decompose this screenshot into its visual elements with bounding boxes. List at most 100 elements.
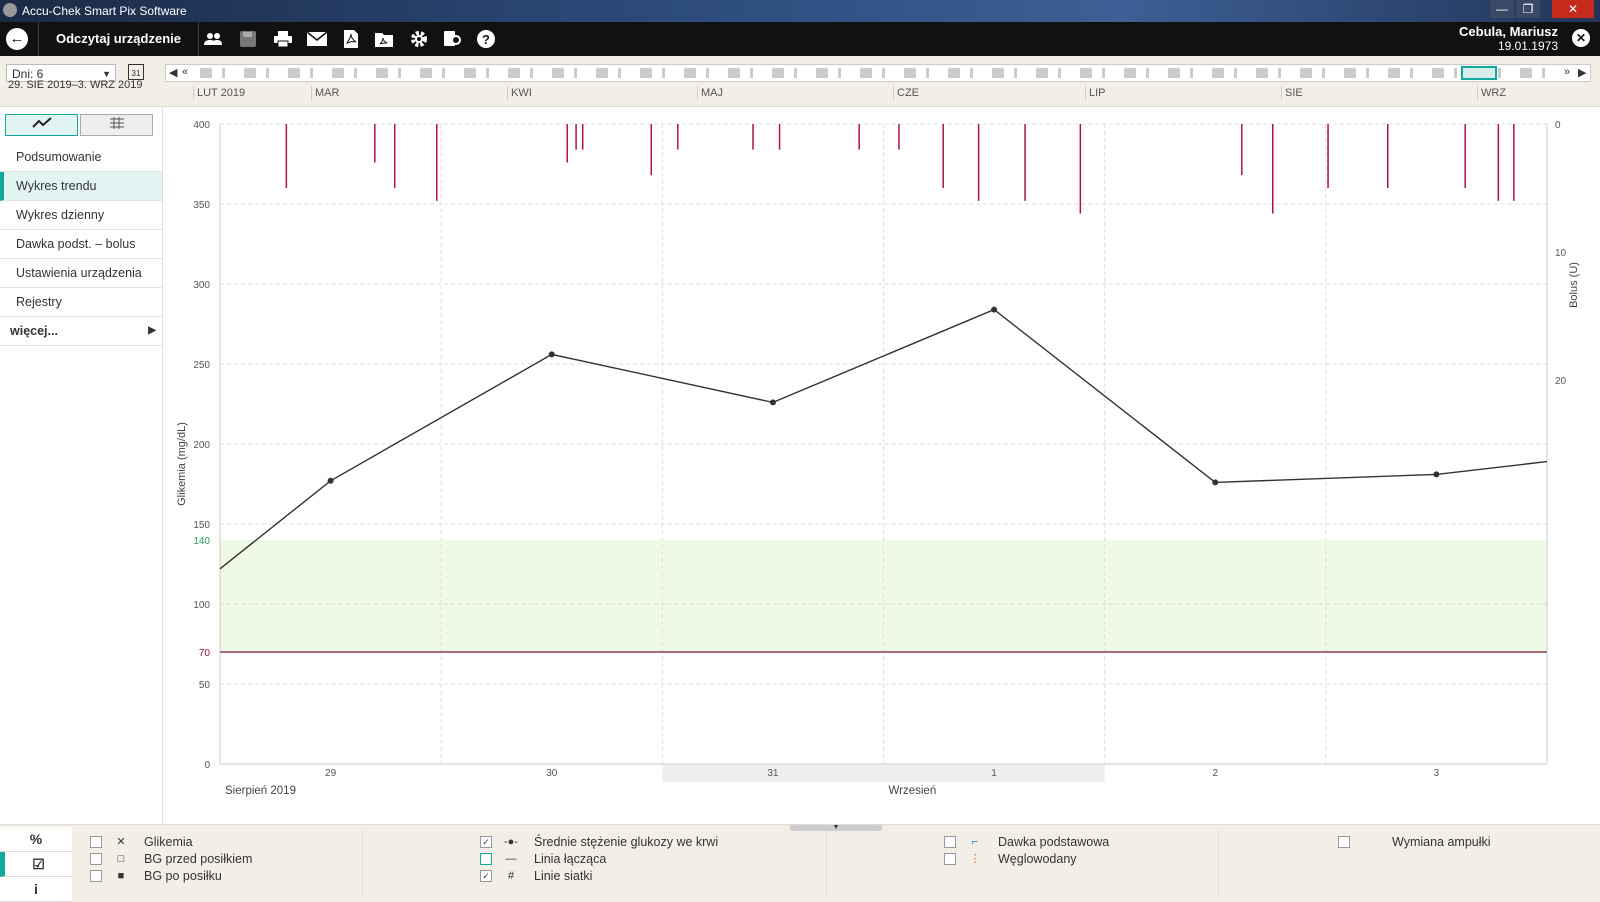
sidebar-item-trend-chart[interactable]: Wykres trendu (0, 172, 162, 201)
settings-gear-icon[interactable] (408, 28, 430, 50)
timeline-prev-icon[interactable]: ◀ (169, 67, 178, 79)
timeline-tick (1080, 68, 1092, 78)
timeline-tick (398, 68, 401, 78)
timeline-tick (464, 68, 476, 78)
legend-checkbox-checked[interactable]: ✓ (480, 870, 492, 882)
legend-checkbox[interactable] (90, 853, 102, 865)
timeline-tick (1058, 68, 1061, 78)
minimize-button[interactable]: — (1490, 0, 1514, 18)
y-tick-label: 100 (193, 600, 210, 611)
device-settings-icon[interactable] (441, 28, 463, 50)
timeline-tick (1322, 68, 1325, 78)
legend-label: Linia łącząca (534, 852, 607, 866)
days-select[interactable]: Dni: 6 ▼ (6, 64, 116, 82)
y2-tick-label: 0 (1555, 120, 1561, 131)
timeline-tick (904, 68, 916, 78)
timeline-scrollbar[interactable]: ◀ « » ▶ (165, 64, 1591, 82)
timeline-tick (1498, 68, 1501, 78)
table-view-button[interactable] (80, 114, 153, 136)
timeline-month-label: WRZ (1477, 86, 1506, 100)
legend-checkbox[interactable] (90, 836, 102, 848)
carbs-marker-icon: ⋮ (969, 853, 981, 865)
legend-checkbox-checked[interactable]: ✓ (480, 836, 492, 848)
timeline-tick (728, 68, 740, 78)
calendar-icon[interactable]: 31 (128, 64, 144, 80)
legend-label: BG przed posiłkiem (144, 852, 253, 866)
timeline-month-label: LIP (1085, 86, 1106, 100)
x-month-label: Sierpień 2019 (225, 785, 296, 797)
sidebar-item-summary[interactable]: Podsumowanie (0, 143, 162, 172)
sidebar-item-basal-bolus[interactable]: Dawka podst. – bolus (0, 230, 162, 259)
timeline-tick (552, 68, 564, 78)
more-label: więcej... (10, 324, 58, 338)
sidebar-item-more[interactable]: więcej... ▶ (0, 317, 162, 346)
timeline-next-icon[interactable]: ▶ (1578, 67, 1587, 79)
app-icon (3, 3, 17, 17)
legend-checkbox-checked[interactable] (480, 853, 492, 865)
save-icon[interactable] (237, 28, 259, 50)
legend-checkbox[interactable] (944, 836, 956, 848)
timeline-tick (1234, 68, 1237, 78)
timeline-tick (838, 68, 841, 78)
close-patient-icon[interactable]: ✕ (1572, 29, 1590, 47)
timeline-tick (1432, 68, 1444, 78)
timeline-tick (244, 68, 256, 78)
sidebar-item-device-settings[interactable]: Ustawienia urządzenia (0, 259, 162, 288)
sidebar-nav: Podsumowanie Wykres trendu Wykres dzienn… (0, 143, 162, 346)
timeline-tick (222, 68, 225, 78)
legend-checkbox[interactable] (1338, 836, 1350, 848)
timeline-tick (596, 68, 608, 78)
timeline-tick (1520, 68, 1532, 78)
timeline-tick (266, 68, 269, 78)
y-tick-label: 50 (199, 680, 211, 691)
email-icon[interactable] (306, 28, 328, 50)
y2-axis-label: Bolus (U) (1568, 262, 1580, 308)
square-outline-marker-icon: □ (117, 853, 125, 865)
sidebar-item-daily-chart[interactable]: Wykres dzienny (0, 201, 162, 230)
timeline-tick (992, 68, 1004, 78)
y-tick-label: 0 (204, 760, 210, 771)
legend-checkbox[interactable] (944, 853, 956, 865)
pdf-folder-icon[interactable] (373, 28, 395, 50)
help-icon[interactable]: ? (475, 28, 497, 50)
print-icon[interactable] (272, 28, 294, 50)
y-tick-label: 350 (193, 200, 210, 211)
window-titlebar: Accu-Chek Smart Pix Software — ❐ ✕ (0, 0, 1600, 22)
legend-checkbox[interactable] (90, 870, 102, 882)
timeline-tick (420, 68, 432, 78)
read-device-button[interactable]: Odczytaj urządzenie (56, 31, 181, 46)
timeline-tick (1212, 68, 1224, 78)
timeline-month-label: LUT 2019 (193, 86, 245, 100)
chevron-right-icon: ▶ (148, 325, 156, 336)
legend-collapse-handle[interactable]: ▼ (790, 824, 882, 831)
close-window-button[interactable]: ✕ (1552, 0, 1594, 18)
svg-text:?: ? (482, 32, 490, 47)
timeline-tick (618, 68, 621, 78)
sidebar-item-logs[interactable]: Rejestry (0, 288, 162, 317)
timeline-tick (640, 68, 652, 78)
timeline-fast-forward-icon[interactable]: » (1564, 66, 1571, 78)
x-tick-label: 1 (991, 768, 997, 779)
y-tick-label: 400 (193, 120, 210, 131)
timeline-fast-back-icon[interactable]: « (182, 66, 189, 78)
timeline-tick (1344, 68, 1356, 78)
timeline-window-handle[interactable] (1461, 66, 1497, 80)
maximize-button[interactable]: ❐ (1516, 0, 1540, 18)
timeline-tick (1300, 68, 1312, 78)
timeline-tick (1410, 68, 1413, 78)
legend-tab-info[interactable]: i (0, 877, 72, 902)
timeline-tick (662, 68, 665, 78)
patients-icon[interactable] (202, 28, 224, 50)
timeline-tick (970, 68, 973, 78)
x-tick-label: 31 (767, 768, 779, 779)
back-arrow-icon[interactable]: ← (6, 28, 28, 50)
x-tick-label: 2 (1212, 768, 1218, 779)
timeline-tick (1124, 68, 1136, 78)
mean-glucose-point (327, 477, 334, 484)
trend-view-button[interactable] (5, 114, 78, 136)
legend-tab-checklist[interactable]: ☑ (0, 852, 72, 877)
mean-glucose-point (769, 399, 776, 406)
pdf-export-icon[interactable] (340, 28, 362, 50)
toolbar: ← Odczytaj urządzenie ? Cebula, Mariusz … (0, 22, 1600, 56)
legend-tab-percent[interactable]: % (0, 827, 72, 852)
